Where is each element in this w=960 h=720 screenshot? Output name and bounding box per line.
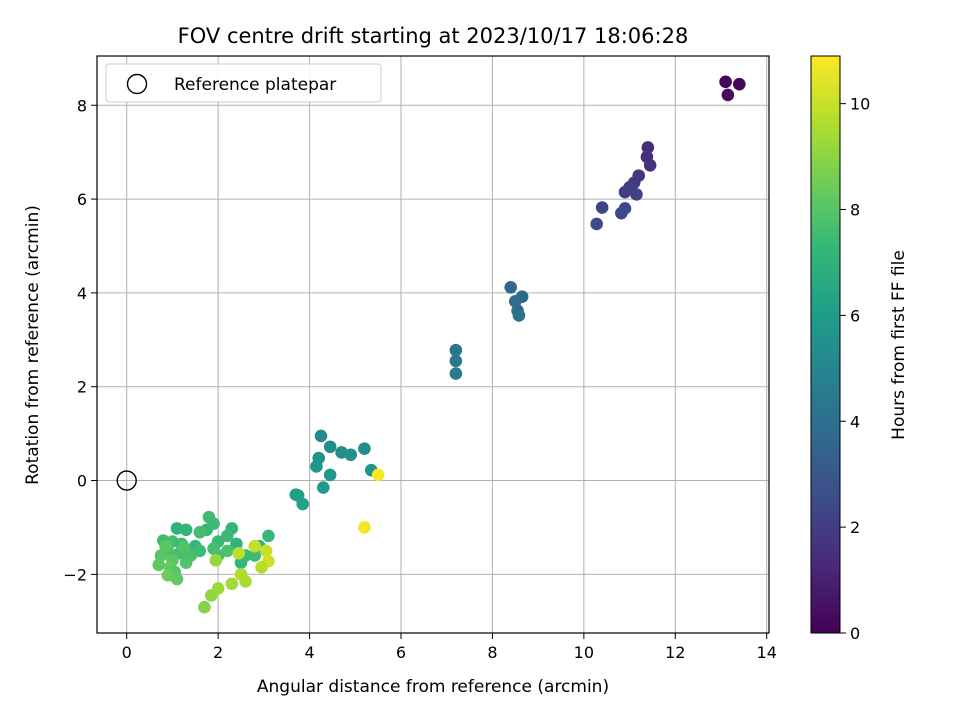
grid-lines [97, 56, 769, 633]
x-tick-label: 8 [487, 643, 497, 662]
colorbar-tick-label: 8 [850, 201, 860, 220]
data-point [248, 549, 262, 562]
data-point [198, 600, 211, 614]
data-point [590, 217, 603, 231]
data-point [211, 582, 225, 595]
data-point [220, 529, 234, 543]
data-point [358, 521, 371, 534]
colorbar-tick-label: 4 [850, 412, 860, 431]
data-point [255, 561, 268, 574]
data-point [193, 544, 207, 558]
data-point [449, 367, 463, 380]
colorbar-tick-label: 2 [850, 518, 860, 537]
data-point [732, 77, 746, 91]
y-axis-label: Rotation from reference (arcmin) [23, 205, 43, 485]
x-tick-label: 10 [574, 643, 594, 662]
data-point [371, 468, 385, 482]
x-tick-label: 0 [122, 643, 132, 662]
y-tick-label: 4 [77, 284, 87, 303]
data-point [504, 280, 518, 294]
data-point [152, 558, 166, 572]
data-point [225, 577, 239, 591]
data-point [179, 556, 193, 569]
data-point [193, 525, 207, 539]
x-tick-label: 2 [213, 643, 223, 662]
legend-entry-reference-platepar: Reference platepar [174, 75, 336, 95]
y-axis-ticks: −2 0 2 4 6 8 [63, 96, 97, 584]
colorbar-tick-label: 10 [850, 95, 870, 114]
data-point [209, 553, 223, 567]
data-point [234, 568, 248, 581]
data-point [358, 442, 371, 455]
data-point [630, 188, 643, 201]
x-axis-label: Angular distance from reference (arcmin) [257, 677, 609, 697]
data-points [152, 75, 746, 614]
data-point [248, 539, 262, 553]
data-point [177, 540, 191, 554]
colorbar-label: Hours from first FF file [889, 250, 909, 440]
x-axis-ticks: 0 2 4 6 8 10 12 14 [122, 633, 777, 662]
data-point [179, 523, 193, 537]
x-tick-label: 6 [396, 643, 406, 662]
colorbar: 0 2 4 6 8 10 Hours from first FF file [810, 55, 909, 643]
data-point [721, 88, 735, 102]
colorbar-gradient [810, 55, 841, 634]
data-point [232, 546, 246, 560]
colorbar-ticks: 0 2 4 6 8 10 [840, 95, 870, 643]
data-point [449, 343, 463, 357]
plot-frame [96, 55, 770, 634]
x-tick-label: 4 [304, 643, 314, 662]
x-tick-label: 12 [665, 643, 685, 662]
y-tick-label: 6 [77, 190, 87, 209]
x-tick-label: 14 [757, 643, 777, 662]
chart-title: FOV centre drift starting at 2023/10/17 … [178, 24, 689, 48]
data-point [259, 544, 273, 558]
y-tick-label: −2 [63, 565, 87, 584]
data-point [615, 206, 628, 220]
y-tick-label: 8 [77, 96, 87, 115]
data-point [159, 539, 172, 553]
data-point [310, 460, 323, 473]
data-point [719, 75, 732, 89]
data-point [170, 572, 184, 586]
colorbar-tick-label: 0 [850, 624, 860, 643]
data-point [296, 497, 310, 511]
data-point [344, 448, 358, 462]
data-point [316, 481, 330, 494]
data-point [323, 468, 337, 482]
data-point [618, 185, 632, 199]
legend-open-circle-marker [126, 73, 148, 95]
y-tick-label: 0 [77, 472, 87, 491]
data-point [314, 429, 328, 443]
reference-platepar-marker [116, 470, 137, 491]
data-point [323, 440, 337, 454]
legend-box [105, 63, 382, 103]
data-point [641, 141, 655, 154]
colorbar-tick-label: 6 [850, 306, 860, 325]
legend: Reference platepar [105, 63, 382, 103]
data-point [449, 354, 463, 368]
data-point [643, 159, 657, 172]
reference-marker [116, 470, 137, 491]
y-tick-label: 2 [77, 378, 87, 397]
data-point [595, 201, 609, 214]
data-point [512, 309, 526, 322]
data-point [262, 529, 275, 543]
